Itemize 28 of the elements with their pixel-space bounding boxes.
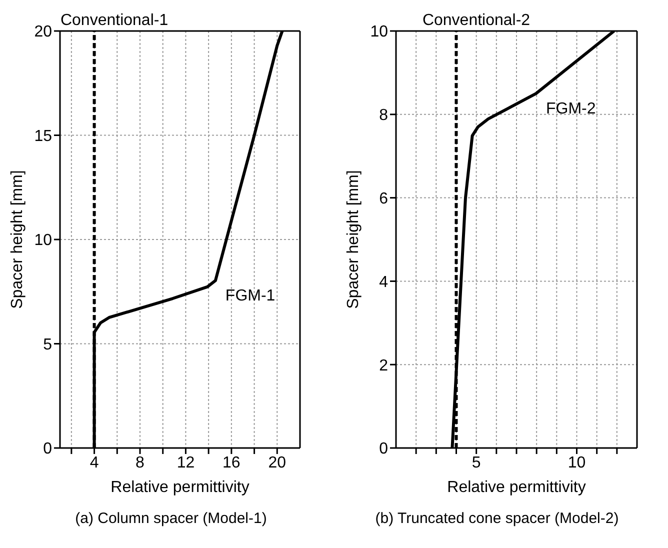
- y-tick-label: 0: [43, 440, 52, 458]
- x-tick-label: 12: [176, 454, 195, 472]
- y-tick-label: 2: [379, 357, 388, 374]
- y-tick-label: 10: [370, 24, 388, 41]
- x-tick-label: 10: [568, 454, 586, 472]
- annotation: FGM-1: [225, 288, 276, 305]
- y-tick-label: 10: [34, 232, 52, 250]
- y-tick-label: 4: [379, 274, 388, 291]
- y-tick-label: 6: [379, 190, 388, 208]
- x-tick-label: 4: [90, 454, 99, 472]
- y-tick-label: 5: [43, 336, 52, 354]
- y-tick-label: 20: [34, 24, 52, 41]
- x-tick-label: 20: [268, 454, 286, 472]
- text: (a) Column spacer (Model-1): [74, 510, 268, 527]
- y-tick-label: 8: [379, 107, 388, 124]
- x-axis-title: Relative permittivity: [110, 479, 250, 496]
- annotation: Conventional-2: [422, 12, 530, 29]
- x-tick-label: 8: [136, 454, 145, 472]
- annotation: FGM-2: [546, 100, 596, 118]
- y-axis-title: Spacer height [mm]: [345, 170, 362, 309]
- text: (b) Truncated cone spacer (Model-2): [374, 510, 620, 527]
- x-axis-title: Relative permittivity: [447, 479, 586, 496]
- x-tick-label: 16: [222, 454, 240, 472]
- annotation: Conventional-1: [60, 12, 168, 29]
- y-tick-label: 15: [34, 128, 52, 145]
- y-tick-label: 0: [379, 440, 388, 458]
- x-tick-label: 5: [472, 454, 481, 472]
- y-axis-title: Spacer height [mm]: [9, 170, 26, 309]
